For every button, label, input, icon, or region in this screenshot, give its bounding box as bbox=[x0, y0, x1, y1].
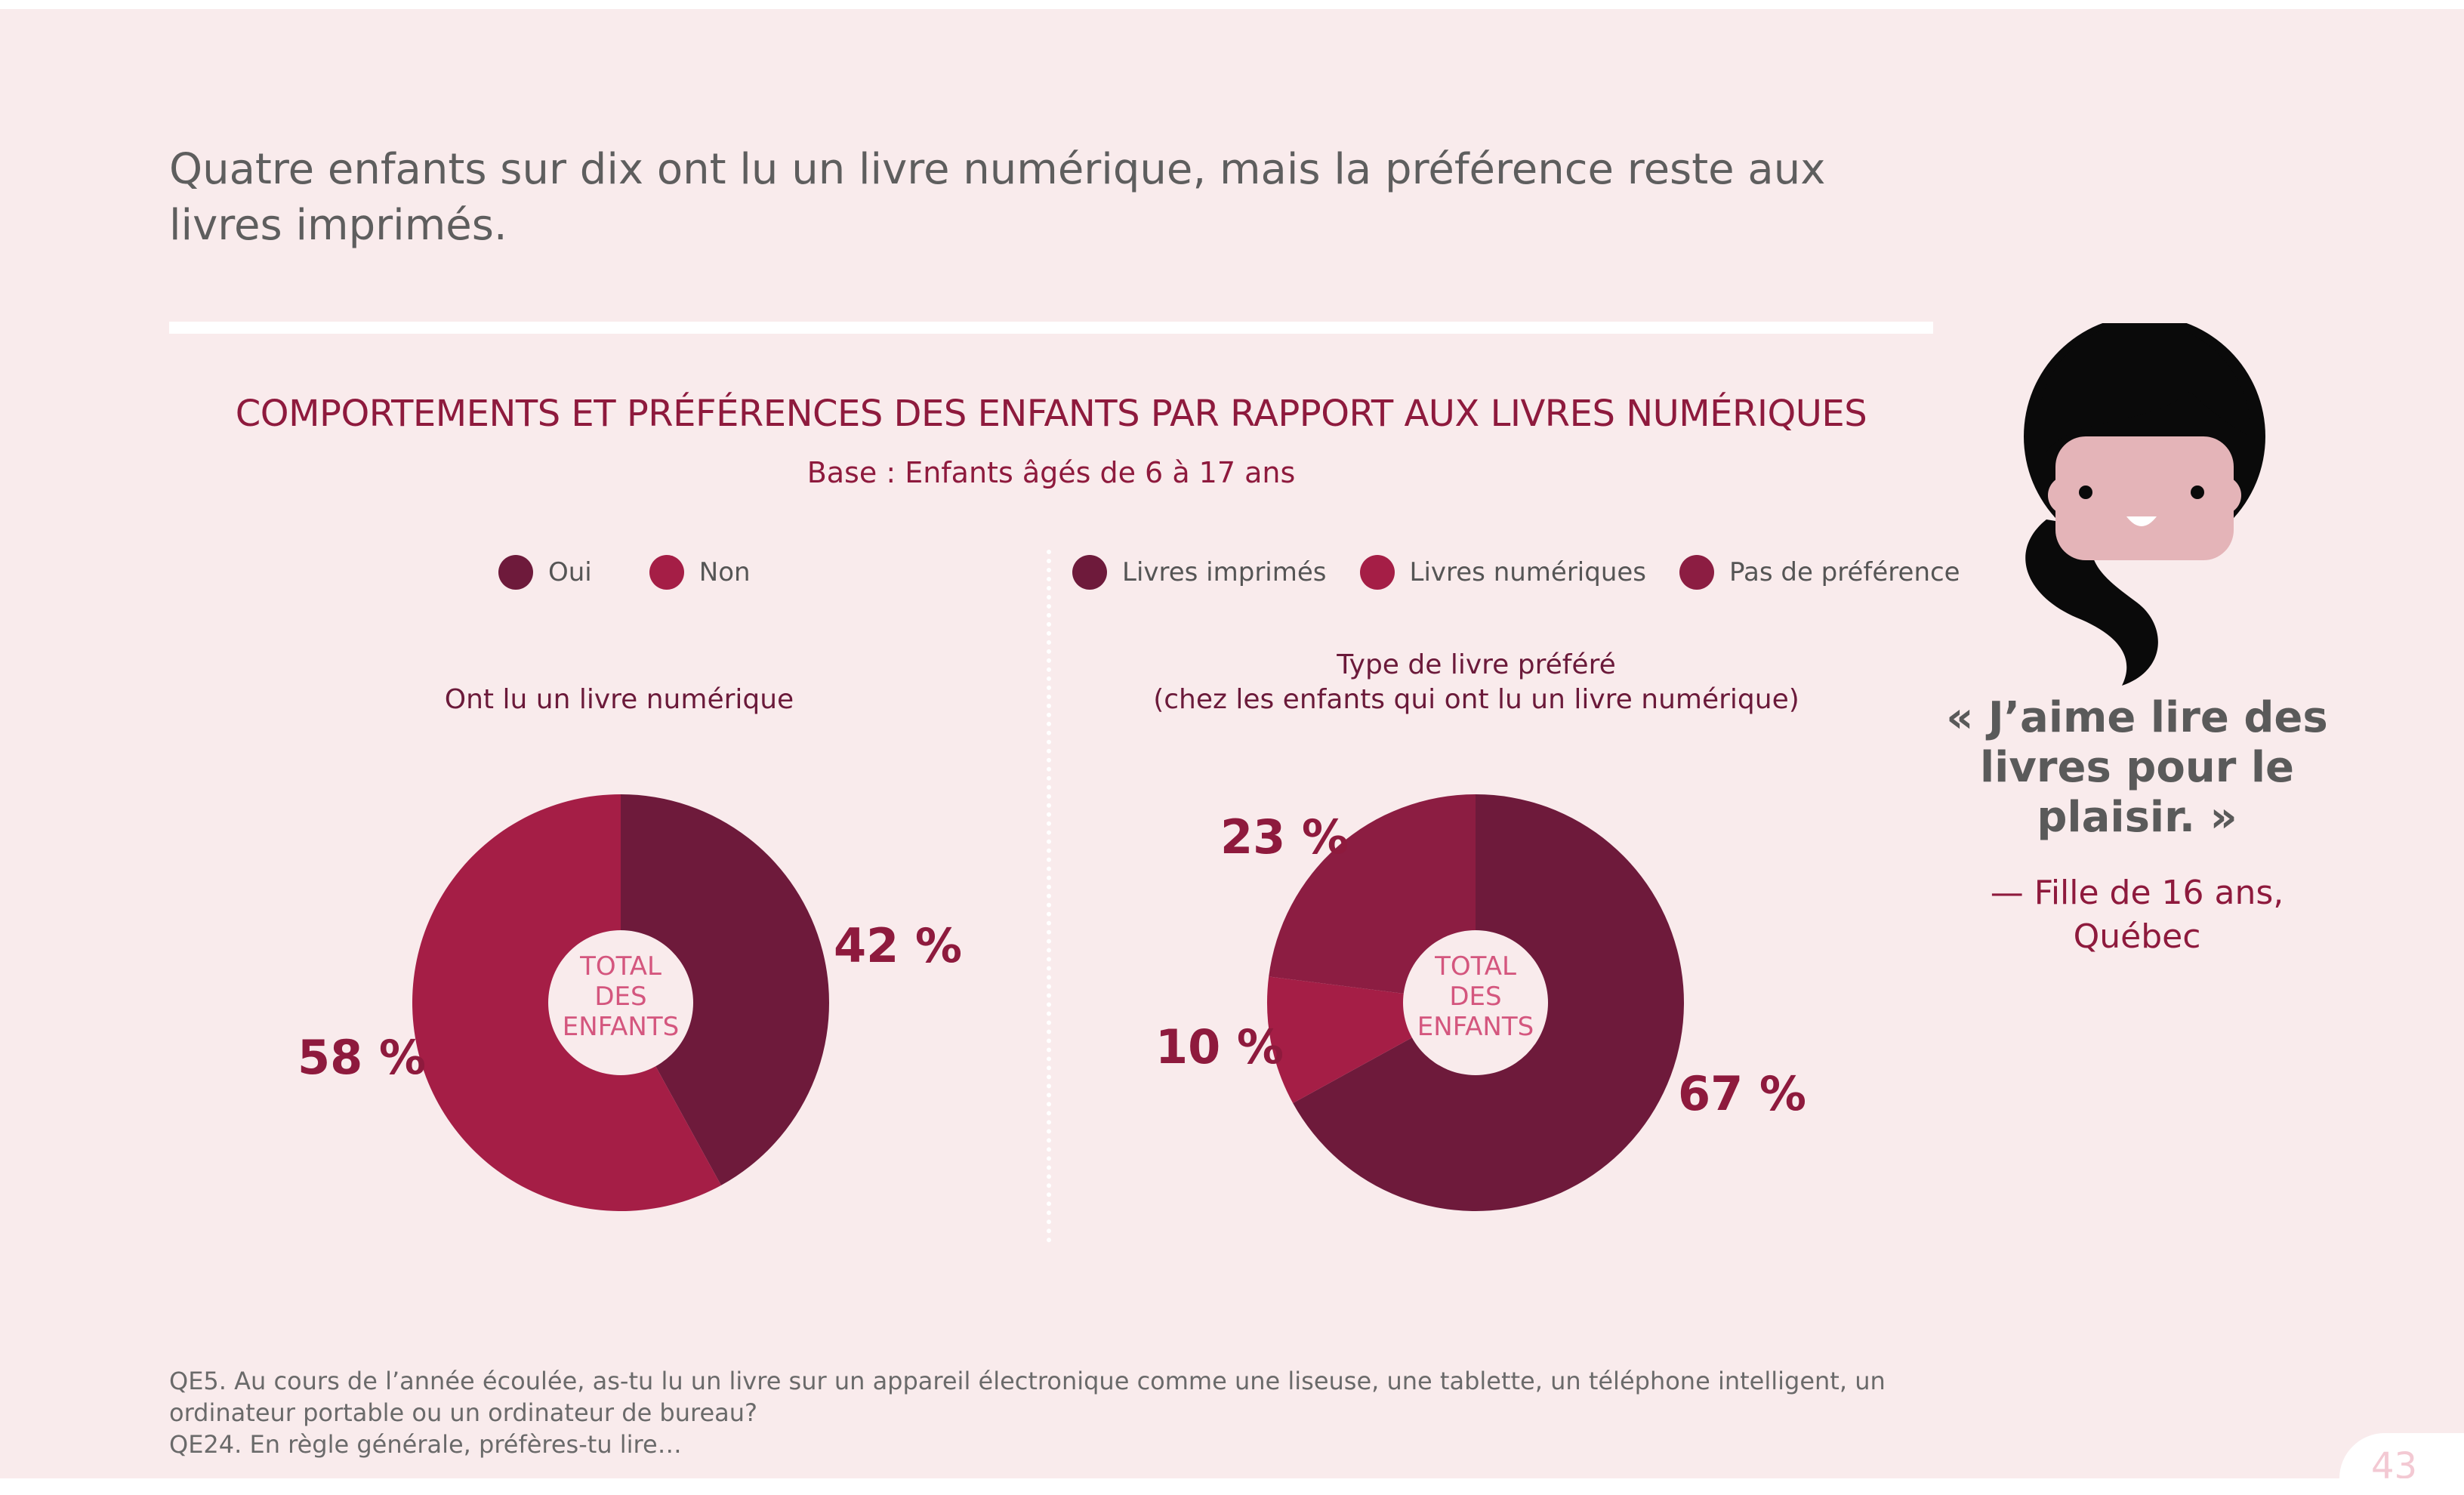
legend-label-digital: Livres numériques bbox=[1409, 557, 1647, 587]
legend-item-oui: Oui bbox=[498, 555, 592, 590]
center-label-line1: TOTAL bbox=[580, 951, 661, 982]
footnote: QE5. Au cours de l’année écoulée, as-tu … bbox=[169, 1365, 1966, 1460]
footnote-qe24: QE24. En règle générale, préfères-tu lir… bbox=[169, 1430, 682, 1459]
attribution-line2: Québec bbox=[2073, 917, 2201, 956]
chart-subtitle-type: Type de livre préféré (chez les enfants … bbox=[1072, 648, 1880, 717]
legend-swatch-oui bbox=[498, 555, 533, 590]
legend-swatch-no-preference bbox=[1679, 555, 1715, 590]
page-number-tab bbox=[2339, 1433, 2464, 1478]
legend-item-no-preference: Pas de préférence bbox=[1679, 555, 1960, 590]
legend-book-type: Livres imprimés Livres numériques Pas de… bbox=[1072, 550, 1960, 595]
pull-quote: « J’aime lire des livres pour le plaisir… bbox=[1946, 693, 2328, 842]
chart-base: Base : Enfants âgés de 6 à 17 ans bbox=[806, 456, 1296, 489]
footnote-qe5: QE5. Au cours de l’année écoulée, as-tu … bbox=[169, 1367, 1886, 1427]
legend-label-no-preference: Pas de préférence bbox=[1729, 557, 1960, 587]
legend-swatch-non bbox=[649, 555, 684, 590]
center-label-line1: TOTAL bbox=[1435, 951, 1516, 982]
data-label-digital: 10 % bbox=[1155, 1019, 1284, 1074]
dotted-divider bbox=[1047, 550, 1051, 1243]
center-label-line3: ENFANTS bbox=[1417, 1012, 1534, 1042]
page-headline: Quatre enfants sur dix ont lu un livre n… bbox=[169, 145, 1826, 250]
center-label-line2: DES bbox=[1449, 982, 1502, 1012]
quote-attribution: — Fille de 16 ans, Québec bbox=[1918, 871, 2356, 959]
donut-read-center-hole bbox=[548, 930, 693, 1075]
divider-rule bbox=[169, 322, 1933, 334]
data-label-non: 58 % bbox=[298, 1030, 426, 1085]
attribution-line1: — Fille de 16 ans, bbox=[1990, 874, 2284, 912]
chart-subtitle-type-line1: Type de livre préféré bbox=[1337, 649, 1616, 680]
donut-center-label-read: TOTAL DES ENFANTS bbox=[545, 951, 696, 1042]
chart-subtitle-read: Ont lu un livre numérique bbox=[444, 684, 794, 715]
donut-read-slice-0 bbox=[621, 794, 830, 1185]
donut-type-slice-2 bbox=[1269, 794, 1476, 1003]
girl-portrait-icon bbox=[2024, 323, 2265, 686]
legend-swatch-digital bbox=[1359, 555, 1395, 590]
donut-type-center-hole bbox=[1403, 930, 1548, 1075]
page-number: 43 bbox=[2371, 1445, 2418, 1478]
data-label-oui: 42 % bbox=[834, 918, 962, 973]
legend-read-digital: Oui Non bbox=[498, 550, 808, 595]
legend-item-digital: Livres numériques bbox=[1359, 555, 1647, 590]
legend-label-non: Non bbox=[698, 557, 751, 587]
data-label-printed: 67 % bbox=[1678, 1066, 1806, 1121]
chart-title: COMPORTEMENTS ET PRÉFÉRENCES DES ENFANTS… bbox=[235, 393, 1867, 435]
legend-item-non: Non bbox=[649, 555, 751, 590]
page: Quatre enfants sur dix ont lu un livre n… bbox=[0, 9, 2464, 1478]
donut-chart-read bbox=[412, 794, 830, 1211]
legend-label-printed: Livres imprimés bbox=[1122, 557, 1327, 587]
data-label-no-preference: 23 % bbox=[1220, 809, 1349, 865]
center-label-line3: ENFANTS bbox=[562, 1012, 680, 1042]
donut-center-label-type: TOTAL DES ENFANTS bbox=[1400, 951, 1551, 1042]
donut-chart-type bbox=[1267, 794, 1684, 1211]
legend-label-oui: Oui bbox=[548, 557, 592, 587]
legend-swatch-printed bbox=[1072, 555, 1107, 590]
chart-subtitle-type-line2: (chez les enfants qui ont lu un livre nu… bbox=[1153, 684, 1799, 715]
center-label-line2: DES bbox=[594, 982, 647, 1012]
legend-item-printed: Livres imprimés bbox=[1072, 555, 1327, 590]
